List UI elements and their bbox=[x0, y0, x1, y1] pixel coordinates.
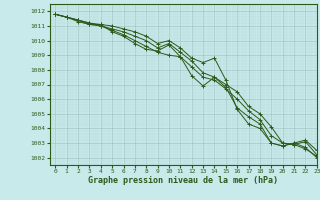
X-axis label: Graphe pression niveau de la mer (hPa): Graphe pression niveau de la mer (hPa) bbox=[88, 176, 278, 185]
